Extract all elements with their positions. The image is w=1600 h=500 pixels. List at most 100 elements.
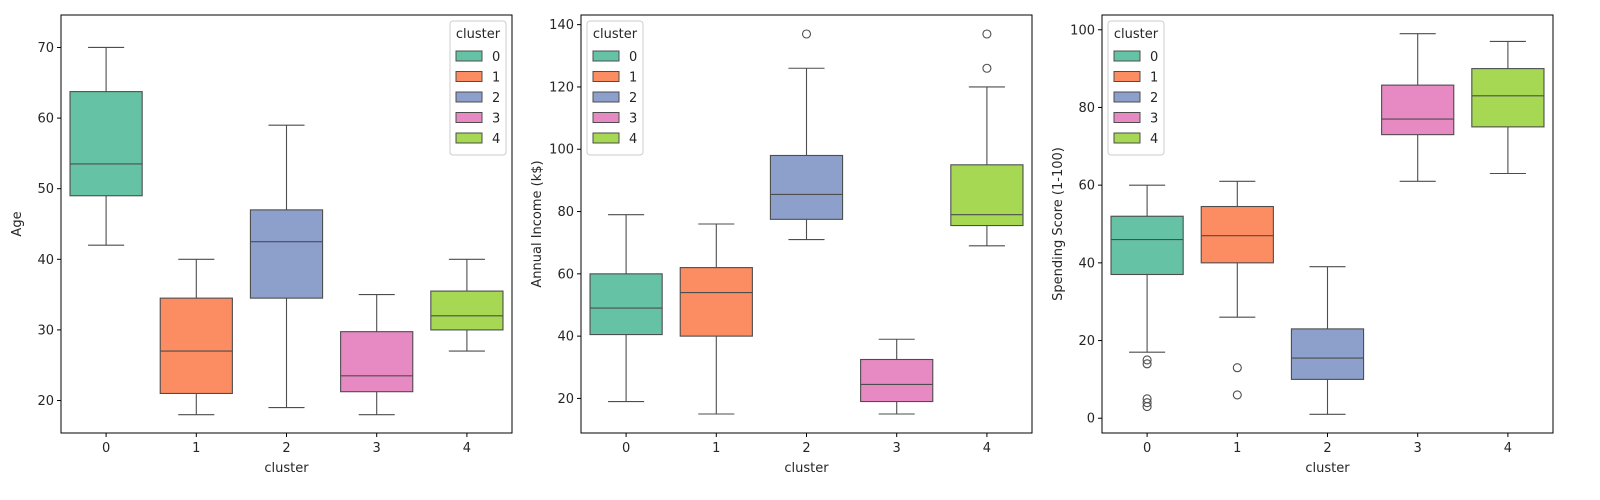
- legend-label-1: 1: [629, 71, 637, 86]
- y-tick-label: 20: [37, 394, 54, 409]
- x-axis-label: cluster: [784, 461, 829, 476]
- x-tick-label: 1: [712, 441, 720, 456]
- legend-label-4: 4: [492, 132, 500, 147]
- legend-label-0: 0: [629, 50, 637, 65]
- x-tick-label: 2: [1323, 441, 1331, 456]
- outlier-point: [1142, 398, 1152, 408]
- y-tick-label: 80: [557, 205, 574, 220]
- x-tick-label: 2: [282, 441, 290, 456]
- legend-label-0: 0: [1150, 50, 1158, 65]
- legend: cluster 0 1 2 3 4: [586, 20, 644, 156]
- box-cluster-4: [430, 258, 504, 352]
- legend-label-3: 3: [629, 112, 637, 127]
- box-cluster-2: [249, 124, 324, 409]
- legend-swatch-3: [455, 112, 483, 123]
- legend-title: cluster: [1114, 27, 1159, 42]
- y-tick-label: 100: [1070, 23, 1095, 38]
- x-tick-label: 3: [373, 441, 381, 456]
- outlier-point: [982, 63, 992, 73]
- box-cluster-2: [769, 29, 844, 241]
- y-tick-label: 70: [37, 41, 54, 56]
- legend-label-2: 2: [629, 91, 637, 106]
- y-tick-label: 80: [1078, 101, 1095, 116]
- legend-swatch-0: [1113, 50, 1141, 62]
- x-tick-label: 4: [463, 441, 471, 456]
- legend-swatch-4: [1113, 132, 1141, 144]
- legend: cluster 0 1 2 3 4: [449, 20, 507, 156]
- box-cluster-4: [950, 29, 1024, 247]
- legend-label-3: 3: [1150, 112, 1158, 127]
- y-tick-label: 140: [549, 18, 574, 33]
- y-tick-label: 60: [557, 267, 574, 282]
- y-axis-label: Annual Income (k$): [530, 160, 545, 287]
- box-iqr: [249, 209, 324, 299]
- x-tick-label: 1: [192, 441, 200, 456]
- box-iqr: [1381, 84, 1455, 136]
- legend-swatch-3: [592, 112, 620, 123]
- outlier-point: [801, 29, 812, 39]
- box-cluster-3: [1381, 33, 1455, 182]
- x-tick-label: 2: [802, 441, 810, 456]
- y-tick-label: 0: [1087, 412, 1095, 427]
- legend-label-2: 2: [1150, 91, 1158, 106]
- legend-label-2: 2: [492, 91, 500, 106]
- legend-swatch-1: [455, 71, 483, 82]
- x-tick-label: 0: [622, 441, 630, 456]
- x-tick-label: 1: [1233, 441, 1241, 456]
- box-cluster-0: [1110, 184, 1184, 412]
- legend-swatch-0: [592, 50, 620, 62]
- legend-label-0: 0: [492, 50, 500, 65]
- outlier-point: [1142, 402, 1152, 412]
- x-tick-label: 3: [893, 441, 901, 456]
- box-cluster-3: [340, 294, 414, 416]
- legend-swatch-4: [592, 132, 620, 144]
- x-tick-label: 0: [1143, 441, 1151, 456]
- y-axis-label: Spending Score (1-100): [1051, 147, 1066, 301]
- box-cluster-0: [589, 214, 663, 403]
- y-tick-label: 50: [37, 182, 54, 197]
- y-tick-label: 40: [37, 253, 54, 268]
- box-iqr: [950, 164, 1024, 227]
- y-axis-label: Age: [10, 211, 25, 236]
- box-iqr: [1290, 328, 1365, 380]
- x-axis-label: cluster: [264, 461, 309, 476]
- legend-swatch-4: [455, 132, 483, 144]
- chart-panel-0: 20 30 40 50 60 70 0 1 2 3 4 cluster Age cluster 0 1 2 3 4: [10, 14, 513, 476]
- box-cluster-2: [1290, 266, 1365, 415]
- box-cluster-3: [860, 338, 934, 415]
- box-iqr: [679, 267, 753, 337]
- legend-swatch-2: [1113, 91, 1141, 103]
- box-iqr: [1471, 68, 1545, 128]
- legend-label-3: 3: [492, 112, 500, 127]
- y-tick-label: 60: [37, 112, 54, 127]
- outlier-point: [1232, 390, 1242, 400]
- box-iqr: [159, 297, 233, 395]
- box-cluster-1: [1200, 180, 1274, 400]
- outlier-point: [1142, 355, 1152, 365]
- legend-title: cluster: [593, 27, 638, 42]
- y-tick-label: 40: [557, 330, 574, 345]
- box-iqr: [430, 290, 504, 331]
- box-cluster-0: [69, 46, 143, 246]
- box-cluster-4: [1471, 40, 1545, 175]
- box-iqr: [1110, 215, 1184, 276]
- box-iqr: [340, 331, 414, 393]
- box-iqr: [860, 358, 934, 403]
- legend-swatch-0: [455, 50, 483, 62]
- legend-swatch-1: [1113, 71, 1141, 82]
- y-tick-label: 20: [1078, 334, 1095, 349]
- legend: cluster 0 1 2 3 4: [1107, 20, 1165, 156]
- y-tick-label: 120: [549, 80, 574, 95]
- y-tick-label: 40: [1078, 256, 1095, 271]
- legend-swatch-1: [592, 71, 620, 82]
- y-tick-label: 30: [37, 323, 54, 338]
- x-tick-label: 3: [1414, 441, 1422, 456]
- y-tick-label: 100: [549, 143, 574, 158]
- legend-title: cluster: [456, 27, 501, 42]
- legend-label-1: 1: [1150, 71, 1158, 86]
- outlier-point: [1142, 359, 1152, 369]
- box-cluster-1: [159, 258, 233, 416]
- y-tick-label: 60: [1078, 179, 1095, 194]
